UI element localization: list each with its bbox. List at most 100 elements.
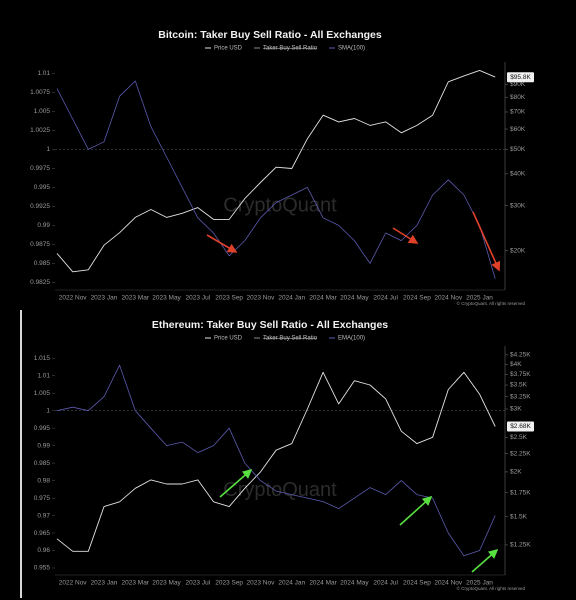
legend-label: Taker Buy Sell Ratio bbox=[263, 46, 318, 52]
arrow bbox=[472, 211, 501, 272]
x-tick-label: 2024 Nov bbox=[434, 295, 463, 302]
y2-tick-label: $4.25K bbox=[510, 352, 531, 359]
y2-tick-label: $4K bbox=[510, 361, 522, 368]
y2-tick-label: $90K bbox=[510, 81, 526, 88]
y2-tick-label: $1.5K bbox=[510, 513, 528, 520]
legend-label: Taker Buy Sell Ratio bbox=[263, 336, 318, 342]
y2-tick-label: $70K bbox=[510, 109, 526, 116]
x-tick-label: 2023 Mar bbox=[122, 580, 150, 587]
y-tick-label: 0.99 bbox=[37, 442, 50, 449]
arrow bbox=[399, 495, 433, 526]
series-line bbox=[56, 69, 496, 273]
series-line bbox=[56, 80, 496, 279]
x-tick-label: 2024 Sep bbox=[403, 580, 431, 587]
y-tick-label: 0.985 bbox=[34, 460, 51, 467]
y-tick-label: 1.015 bbox=[34, 355, 51, 362]
arrows bbox=[206, 211, 501, 573]
legend-label: Price USD bbox=[214, 46, 243, 52]
arrow bbox=[392, 227, 419, 244]
x-tick-label: 2023 Nov bbox=[247, 295, 276, 302]
x-tick-label: 2022 Nov bbox=[59, 580, 88, 587]
x-tick-label: 2022 Nov bbox=[59, 295, 88, 302]
arrow bbox=[471, 548, 499, 573]
x-tick-label: 2023 Jul bbox=[186, 295, 211, 302]
watermark: CryptoQuant bbox=[223, 194, 337, 216]
x-tick-label: 2024 Sep bbox=[403, 295, 431, 302]
y-tick-label: 0.995 bbox=[34, 425, 51, 432]
ethereum-chart: Ethereum: Taker Buy Sell Ratio - All Exc… bbox=[34, 319, 534, 591]
chart-title: Ethereum: Taker Buy Sell Ratio - All Exc… bbox=[152, 319, 388, 331]
y-tick-label: 0.965 bbox=[34, 530, 51, 537]
current-price-label: $95.8K bbox=[510, 74, 531, 81]
y2-tick-label: $2.25K bbox=[510, 450, 531, 457]
x-tick-label: 2023 Sep bbox=[215, 580, 243, 587]
y-tick-label: 0.99 bbox=[37, 222, 50, 229]
y-tick-label: 0.975 bbox=[34, 495, 51, 502]
y2-tick-label: $1.75K bbox=[510, 489, 531, 496]
x-tick-label: 2023 Nov bbox=[247, 580, 276, 587]
x-tick-label: 2023 May bbox=[152, 580, 181, 587]
y2-tick-label: $1.25K bbox=[510, 542, 531, 549]
y2-tick-label: $20K bbox=[510, 247, 526, 254]
y2-tick-label: $2.5K bbox=[510, 434, 528, 441]
legend-label: SMA(100) bbox=[338, 46, 365, 52]
y-tick-label: 1.01 bbox=[37, 372, 50, 379]
y-tick-label: 1.005 bbox=[34, 390, 51, 397]
x-tick-label: 2023 Jan bbox=[91, 295, 118, 302]
y2-tick-label: $50K bbox=[510, 146, 526, 153]
x-tick-label: 2024 Jul bbox=[373, 295, 398, 302]
y-tick-label: 0.96 bbox=[37, 547, 50, 554]
x-tick-label: 2025 Jan bbox=[466, 580, 493, 587]
y-tick-label: 0.98 bbox=[37, 477, 50, 484]
x-tick-label: 2025 Jan bbox=[466, 295, 493, 302]
watermark: CryptoQuant bbox=[223, 479, 337, 501]
y2-tick-label: $2K bbox=[510, 469, 522, 476]
credit: © CryptoQuant. All rights reserved bbox=[457, 585, 526, 591]
series-line bbox=[56, 371, 496, 552]
series-line bbox=[56, 364, 496, 557]
x-tick-label: 2024 May bbox=[340, 580, 369, 587]
y-tick-label: 1.0075 bbox=[30, 89, 50, 96]
y2-tick-label: $3.5K bbox=[510, 382, 528, 389]
y2-tick-label: $3.25K bbox=[510, 393, 531, 400]
y-tick-label: 0.9975 bbox=[30, 165, 50, 172]
x-tick-label: 2024 Jan bbox=[278, 295, 305, 302]
y-tick-label: 1 bbox=[46, 407, 50, 414]
y2-tick-label: $60K bbox=[510, 126, 526, 133]
y-tick-label: 1.005 bbox=[34, 108, 51, 115]
y-tick-label: 0.985 bbox=[34, 260, 51, 267]
y2-tick-label: $3K bbox=[510, 406, 522, 413]
legend-label: EMA(100) bbox=[338, 336, 365, 342]
credit: © CryptoQuant. All rights reserved bbox=[457, 300, 526, 306]
chart-title: Bitcoin: Taker Buy Sell Ratio - All Exch… bbox=[158, 29, 382, 41]
y2-tick-label: $30K bbox=[510, 202, 526, 209]
y2-tick-label: $3.75K bbox=[510, 371, 531, 378]
arrow bbox=[206, 234, 238, 253]
y-tick-label: 1.0025 bbox=[30, 127, 50, 134]
x-tick-label: 2024 May bbox=[340, 295, 369, 302]
x-tick-label: 2024 Jan bbox=[278, 580, 305, 587]
y-tick-label: 0.9925 bbox=[30, 203, 50, 210]
y-tick-label: 1 bbox=[46, 146, 50, 153]
current-price-box bbox=[507, 72, 534, 83]
x-tick-label: 2023 Mar bbox=[122, 295, 150, 302]
current-price-box bbox=[507, 421, 534, 432]
x-tick-label: 2023 Jul bbox=[186, 580, 211, 587]
x-tick-label: 2023 Jan bbox=[91, 580, 118, 587]
current-price-label: $2.68K bbox=[510, 423, 531, 430]
divider bbox=[20, 310, 22, 598]
x-tick-label: 2024 Jul bbox=[373, 580, 398, 587]
arrow bbox=[219, 468, 253, 498]
x-tick-label: 2024 Nov bbox=[434, 580, 463, 587]
x-tick-label: 2023 Sep bbox=[215, 295, 243, 302]
y-tick-label: 0.9875 bbox=[30, 241, 50, 248]
y-tick-label: 0.995 bbox=[34, 184, 51, 191]
x-tick-label: 2023 May bbox=[152, 295, 181, 302]
legend-label: Price USD bbox=[214, 336, 243, 342]
bitcoin-chart: Bitcoin: Taker Buy Sell Ratio - All Exch… bbox=[30, 29, 534, 306]
y-tick-label: 0.9825 bbox=[30, 279, 50, 286]
y-tick-label: 0.97 bbox=[37, 512, 50, 519]
